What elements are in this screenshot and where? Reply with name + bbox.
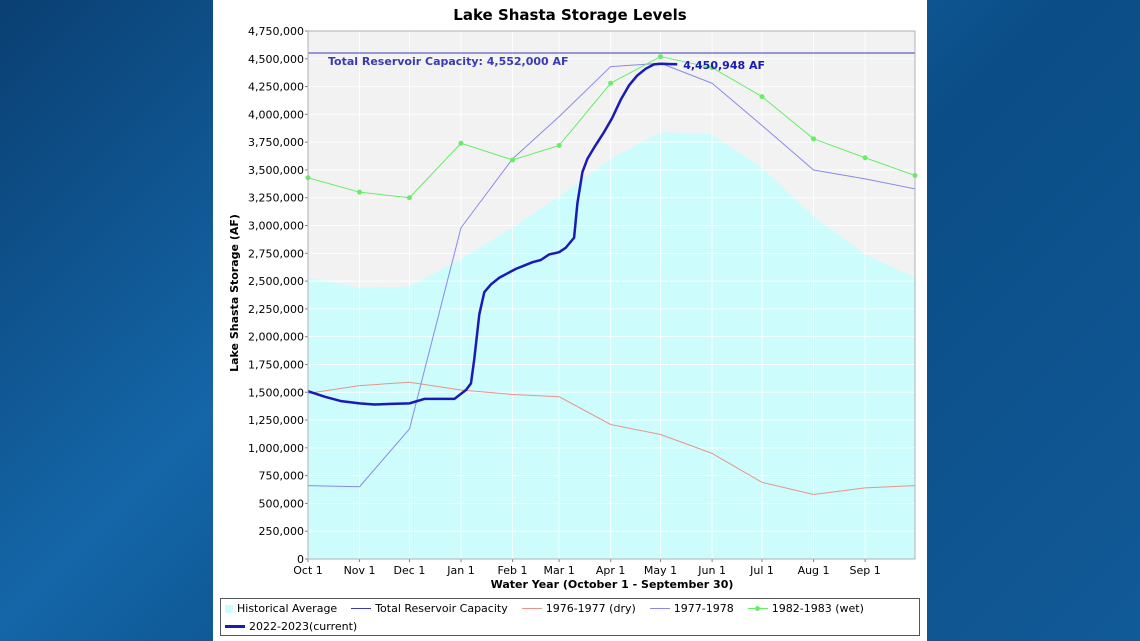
x-axis-label: Water Year (October 1 - September 30) bbox=[491, 578, 734, 591]
y-tick-label: 1,750,000 bbox=[248, 358, 304, 371]
series-1982-1983-wet-point bbox=[862, 155, 868, 161]
legend-item-capacity: Total Reservoir Capacity bbox=[351, 602, 508, 615]
x-tick-label: Feb 1 bbox=[498, 564, 528, 577]
series-1982-1983-wet-point bbox=[510, 157, 516, 163]
legend-label: 2022-2023(current) bbox=[249, 620, 358, 633]
legend-item-1977-1978: 1977-1978 bbox=[649, 602, 734, 615]
y-tick-label: 2,500,000 bbox=[248, 275, 304, 288]
legend-swatch bbox=[521, 608, 542, 609]
series-1982-1983-wet-point bbox=[811, 136, 817, 142]
legend-label: 1976-1977 (dry) bbox=[545, 602, 636, 615]
series-historical-average-area bbox=[308, 132, 915, 559]
y-tick-label: 1,250,000 bbox=[248, 414, 304, 427]
legend-label: 1982-1983 (wet) bbox=[771, 602, 864, 615]
y-tick-label: 1,500,000 bbox=[248, 386, 304, 399]
x-tick-label: Jun 1 bbox=[697, 564, 726, 577]
x-tick-label: Oct 1 bbox=[293, 564, 323, 577]
series-1982-1983-wet-point bbox=[357, 189, 363, 195]
series-1982-1983-wet-point bbox=[658, 54, 664, 60]
x-tick-label: Mar 1 bbox=[543, 564, 574, 577]
series-1982-1983-wet-point bbox=[556, 142, 562, 148]
y-tick-label: 250,000 bbox=[259, 525, 305, 538]
x-tick-label: Jul 1 bbox=[749, 564, 774, 577]
legend-row: 2022-2023(current) bbox=[225, 618, 371, 635]
y-tick-label: 3,750,000 bbox=[248, 136, 304, 149]
x-tick-label: Sep 1 bbox=[849, 564, 880, 577]
series-2022-2023-current-line bbox=[307, 62, 678, 406]
series-1976-1977-dry-line bbox=[307, 381, 916, 496]
series-1977-1978-line bbox=[307, 62, 916, 488]
series-1982-1983-wet-point bbox=[406, 195, 412, 201]
y-axis-label: Lake Shasta Storage (AF) bbox=[228, 214, 241, 372]
plot-border bbox=[307, 30, 916, 560]
legend-label: Total Reservoir Capacity bbox=[375, 602, 508, 615]
x-tick-label: Nov 1 bbox=[344, 564, 376, 577]
y-tick-label: 2,250,000 bbox=[248, 303, 304, 316]
legend-item-dry: 1976-1977 (dry) bbox=[521, 602, 636, 615]
x-tick-label: Dec 1 bbox=[394, 564, 426, 577]
plot-area: 0 250,000 500,000 750,000 1,000,000 1,250,000… bbox=[248, 25, 918, 577]
total-capacity-label: Total Reservoir Capacity: 4,552,000 AF bbox=[328, 55, 569, 68]
y-tick-label: 0 bbox=[297, 553, 304, 566]
x-tick-label: May 1 bbox=[644, 564, 677, 577]
y-tick-label: 2,750,000 bbox=[248, 247, 304, 260]
legend-item-current: 2022-2023(current) bbox=[225, 620, 357, 633]
y-tick-label: 4,000,000 bbox=[248, 108, 304, 121]
series-1982-1983-wet-point bbox=[759, 94, 765, 100]
y-tick-label: 3,500,000 bbox=[248, 164, 304, 177]
x-tick-label: Jan 1 bbox=[446, 564, 474, 577]
legend-row: Historical Average Total Reservoir Capac… bbox=[225, 600, 878, 617]
legend: Historical Average Total Reservoir Capac… bbox=[220, 598, 920, 636]
legend-label: Historical Average bbox=[237, 602, 338, 615]
legend-item-historical: Historical Average bbox=[225, 602, 337, 615]
y-tick-label: 4,250,000 bbox=[248, 81, 304, 94]
y-tick-label: 4,750,000 bbox=[248, 25, 304, 38]
y-tick-label: 4,500,000 bbox=[248, 53, 304, 66]
series-1982-1983-wet-point bbox=[458, 140, 464, 146]
chart-panel: Lake Shasta Storage Levels Lake Shasta S… bbox=[213, 0, 927, 641]
legend-swatch bbox=[225, 625, 245, 628]
legend-swatch bbox=[747, 605, 768, 613]
storage-chart: Lake Shasta Storage Levels Lake Shasta S… bbox=[228, 6, 918, 591]
legend-label: 1977-1978 bbox=[673, 602, 734, 615]
legend-swatch bbox=[225, 604, 233, 613]
series-1982-1983-wet-point bbox=[608, 80, 614, 86]
y-tick-label: 3,250,000 bbox=[248, 192, 304, 205]
y-tick-label: 500,000 bbox=[259, 497, 305, 510]
y-tick-label: 1,000,000 bbox=[248, 442, 304, 455]
current-value-label: 4,450,948 AF bbox=[683, 59, 765, 72]
chart-title: Lake Shasta Storage Levels bbox=[453, 6, 686, 24]
legend-item-wet: 1982-1983 (wet) bbox=[747, 602, 864, 615]
y-tick-label: 750,000 bbox=[259, 470, 305, 483]
legend-swatch bbox=[649, 608, 670, 609]
x-tick-label: Apr 1 bbox=[596, 564, 626, 577]
x-tick-label: Aug 1 bbox=[798, 564, 830, 577]
y-tick-label: 3,000,000 bbox=[248, 220, 304, 233]
legend-swatch bbox=[351, 608, 372, 609]
y-tick-label: 2,000,000 bbox=[248, 331, 304, 344]
series-1982-1983-wet-point bbox=[709, 65, 715, 71]
